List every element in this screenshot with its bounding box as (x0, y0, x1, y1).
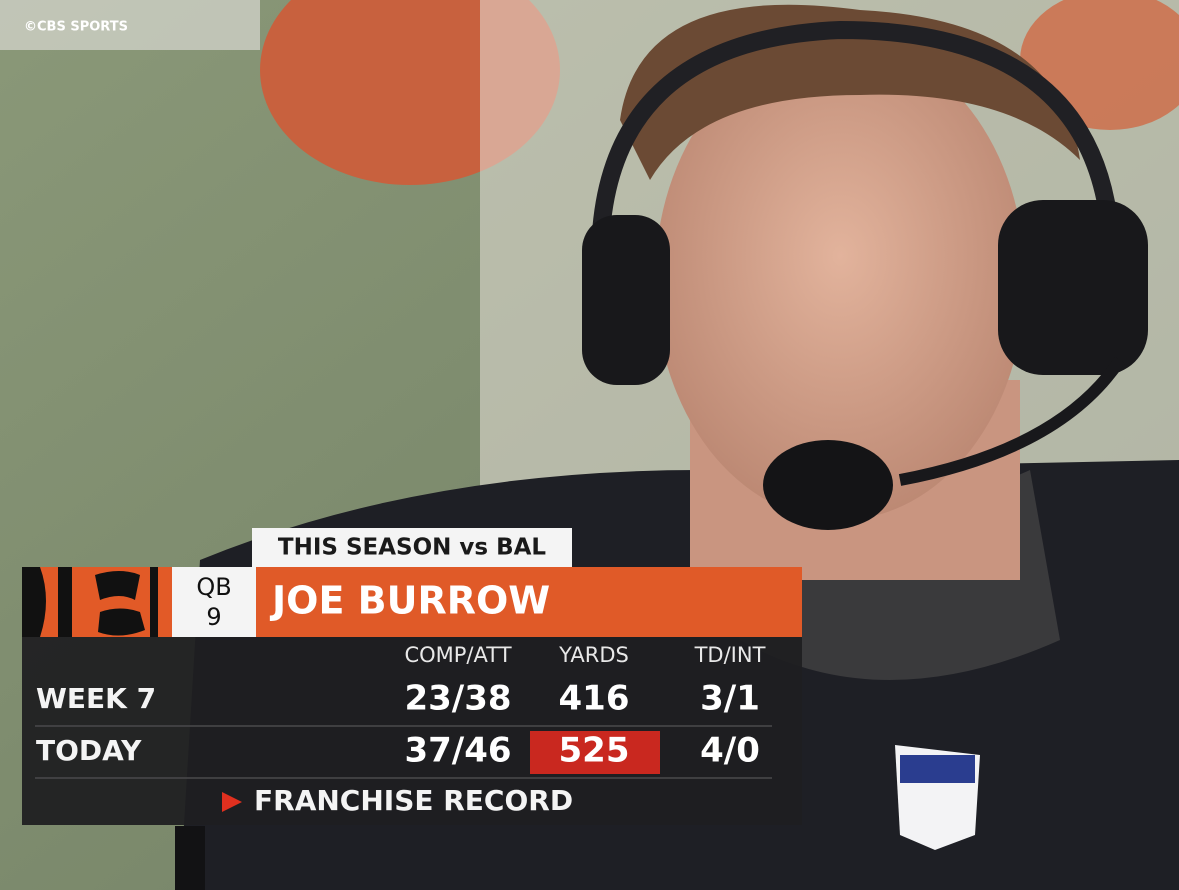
name-band (256, 567, 802, 637)
watermark: ©CBS SPORTS (24, 20, 128, 35)
column-header: TD/INT (694, 643, 766, 667)
stat-cell: 37/46 (404, 731, 511, 771)
stat-cell: 416 (559, 679, 630, 719)
stat-cell: 3/1 (700, 679, 760, 719)
row-label: WEEK 7 (36, 682, 156, 715)
header-text: THIS SEASON vs BAL (278, 535, 547, 561)
stats-panel (22, 637, 802, 825)
position-box (172, 567, 256, 637)
header-tag (252, 528, 572, 567)
stat-cell: 23/38 (404, 679, 511, 719)
stats-graphic: THIS SEASON vs BAL QB 9 JOE BURROW COMP/… (22, 528, 802, 825)
record-highlight (530, 731, 660, 774)
record-arrow (222, 792, 242, 812)
stats-table: COMP/ATT YARDS TD/INT WEEK 7 23/38 416 3/1 TODA… (36, 643, 766, 774)
jersey-number: 9 (206, 603, 221, 631)
column-header: YARDS (558, 643, 629, 667)
position: QB (196, 573, 231, 601)
stat-cell: 525 (559, 731, 630, 771)
logo-stripes (22, 567, 158, 637)
column-header: COMP/ATT (404, 643, 511, 667)
stat-cell: 4/0 (700, 731, 760, 771)
row-label: TODAY (36, 734, 142, 767)
footer-note: FRANCHISE RECORD (254, 784, 573, 817)
player-name: JOE BURROW (269, 579, 550, 623)
